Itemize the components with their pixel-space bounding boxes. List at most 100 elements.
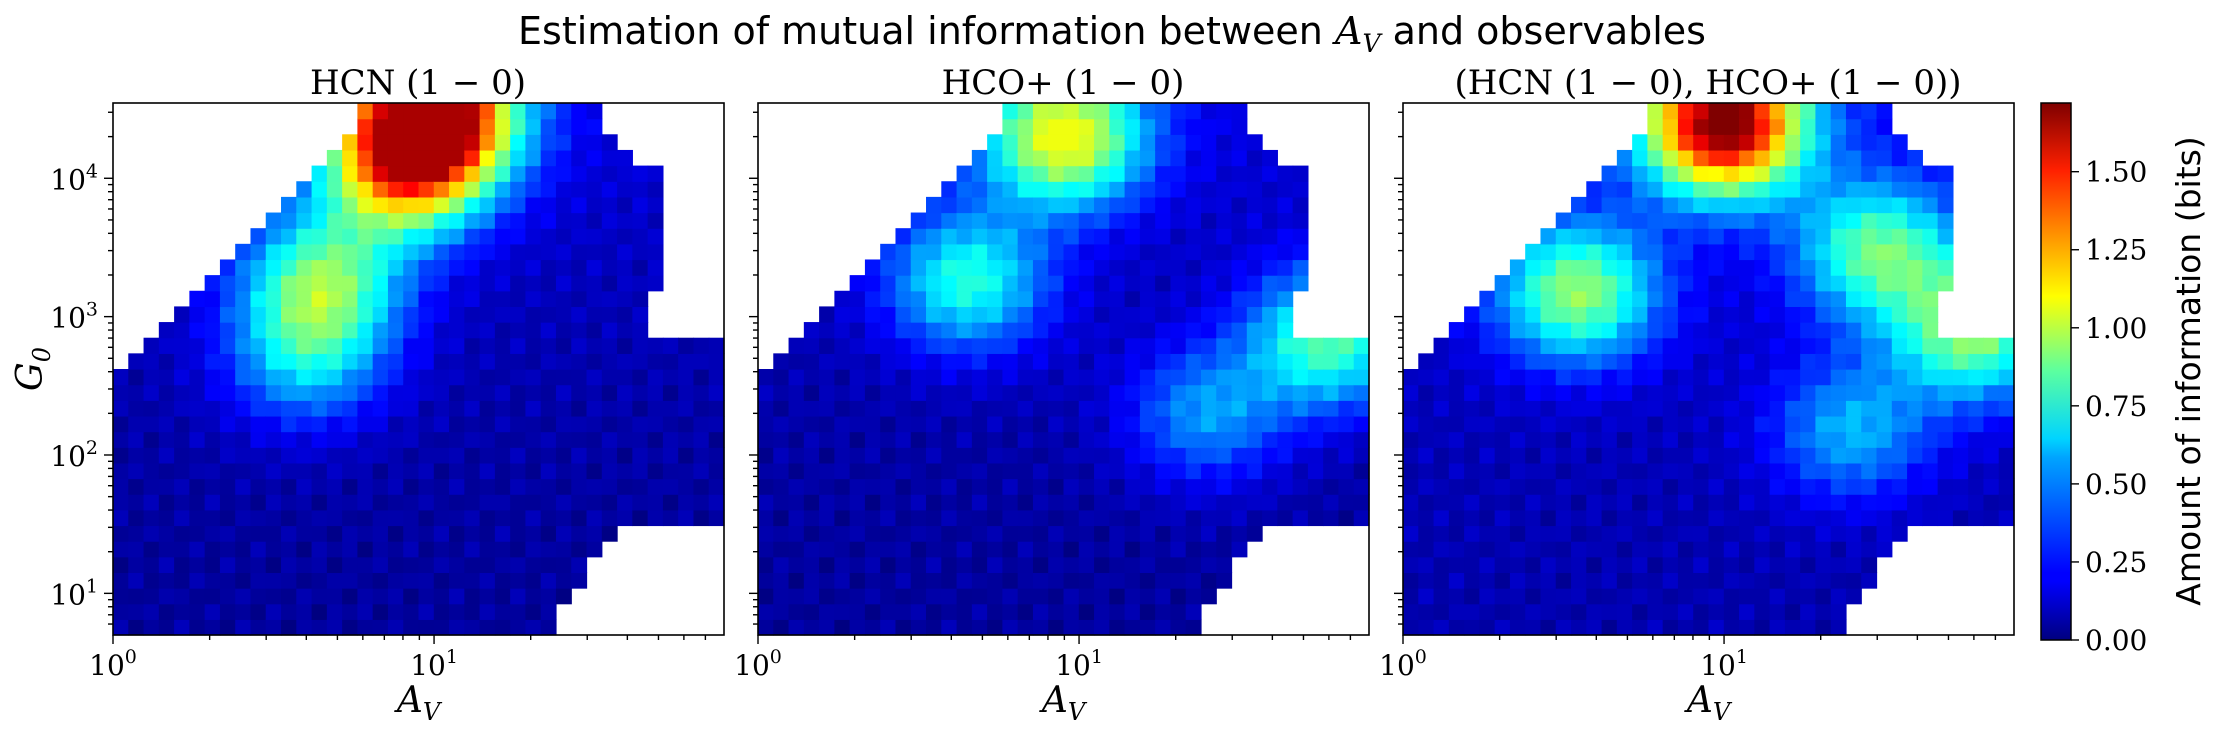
heatmap-cell [773, 556, 790, 574]
heatmap-cell [773, 384, 790, 401]
heatmap-cell [1017, 384, 1034, 401]
heatmap-cell [1891, 165, 1908, 182]
heatmap-cell [758, 509, 774, 527]
heatmap-cell [1048, 541, 1065, 558]
heatmap-cell [418, 275, 435, 292]
heatmap-cell [449, 337, 465, 354]
heatmap-cell [1677, 572, 1694, 589]
heatmap-cell [1017, 556, 1034, 574]
y-tick-label: 102 [50, 437, 98, 473]
heatmap-cell [189, 353, 206, 370]
heatmap-cell [1677, 149, 1694, 167]
heatmap-cell [1017, 400, 1034, 417]
heatmap-cell [326, 212, 343, 229]
heatmap-cell [1048, 322, 1065, 339]
heatmap-cell [693, 415, 710, 433]
heatmap-cell [1002, 149, 1019, 167]
heatmap-cell [1002, 369, 1019, 386]
heatmap-cell [1693, 243, 1710, 261]
heatmap-cell [1784, 275, 1801, 292]
heatmap-cell [1769, 509, 1786, 527]
heatmap-cell [1479, 384, 1496, 401]
heatmap-cell [510, 541, 527, 558]
heatmap-cell [357, 181, 374, 198]
heatmap-cell [281, 541, 297, 558]
heatmap-cell [758, 525, 774, 542]
heatmap-cell [1937, 447, 1954, 464]
heatmap-cell [1845, 134, 1862, 151]
heatmap-cell [1632, 572, 1649, 589]
heatmap-cell [387, 603, 404, 620]
heatmap-cell [1632, 259, 1649, 276]
heatmap-cell [525, 134, 542, 151]
heatmap-cell [1185, 118, 1202, 135]
heatmap-cell [1155, 415, 1172, 433]
heatmap-cell [1754, 572, 1771, 589]
heatmap-cell [1094, 494, 1110, 511]
heatmap-cell [372, 196, 389, 214]
heatmap-cell [1246, 275, 1263, 292]
heatmap-cell [479, 619, 496, 636]
heatmap-cell [987, 134, 1004, 151]
heatmap-cell [803, 478, 820, 495]
heatmap-cell [758, 415, 774, 433]
heatmap-cell [1418, 384, 1435, 401]
heatmap-cell [1952, 369, 1969, 386]
heatmap-cell [540, 118, 557, 135]
heatmap-cell [1109, 509, 1126, 527]
heatmap-cell [1002, 478, 1019, 495]
heatmap-cell [1139, 431, 1156, 448]
heatmap-cell [1845, 118, 1862, 135]
heatmap-cell [1032, 118, 1049, 135]
heatmap-cell [926, 494, 942, 511]
heatmap-cell [403, 322, 420, 339]
heatmap-cell [1647, 290, 1664, 308]
heatmap-cell [1601, 290, 1618, 308]
heatmap-cell [1891, 494, 1908, 511]
heatmap-cell [1002, 447, 1019, 464]
heatmap-cell [1124, 369, 1141, 386]
heatmap-cell [326, 243, 343, 261]
heatmap-cell [1586, 556, 1603, 574]
heatmap-cell [1540, 353, 1557, 370]
heatmap-cell [540, 290, 557, 308]
heatmap-cell [678, 384, 695, 401]
heatmap-cell [403, 196, 420, 214]
heatmap-cell [1448, 337, 1465, 354]
heatmap-cell [1647, 462, 1664, 480]
heatmap-cell [1616, 322, 1633, 339]
x-axis-label: AV [1039, 680, 1088, 726]
heatmap-cell [803, 603, 820, 620]
heatmap-cell [1448, 462, 1465, 480]
heatmap-cell [1983, 462, 2000, 480]
heatmap-cell [143, 588, 160, 605]
heatmap-cell [479, 541, 496, 558]
heatmap-cell [525, 353, 542, 370]
heatmap-cell [708, 384, 725, 401]
heatmap-cell [1907, 149, 1923, 167]
heatmap-cell [1647, 400, 1664, 417]
heatmap-cell [143, 337, 160, 354]
heatmap-cell [1094, 603, 1110, 620]
heatmap-cell [265, 447, 282, 464]
heatmap-cell [1662, 306, 1679, 323]
heatmap-cell [1632, 478, 1649, 495]
heatmap-cell [1124, 588, 1141, 605]
heatmap-cell [803, 447, 820, 464]
heatmap-cell [1155, 541, 1172, 558]
heatmap-cell [1907, 431, 1923, 448]
heatmap-cell [1800, 556, 1817, 574]
heatmap-cell [1124, 118, 1141, 135]
heatmap-cell [1739, 478, 1755, 495]
heatmap-cell [1815, 306, 1832, 323]
heatmap-cell [586, 228, 603, 245]
heatmap-cell [143, 556, 160, 574]
heatmap-cell [1032, 134, 1049, 151]
heatmap-cell [1032, 290, 1049, 308]
heatmap-cell [342, 353, 359, 370]
heatmap-cell [494, 290, 511, 308]
heatmap-cell [1032, 509, 1049, 527]
heatmap-cell [1616, 431, 1633, 448]
heatmap-cell [403, 118, 420, 135]
heatmap-cell [1109, 181, 1126, 198]
